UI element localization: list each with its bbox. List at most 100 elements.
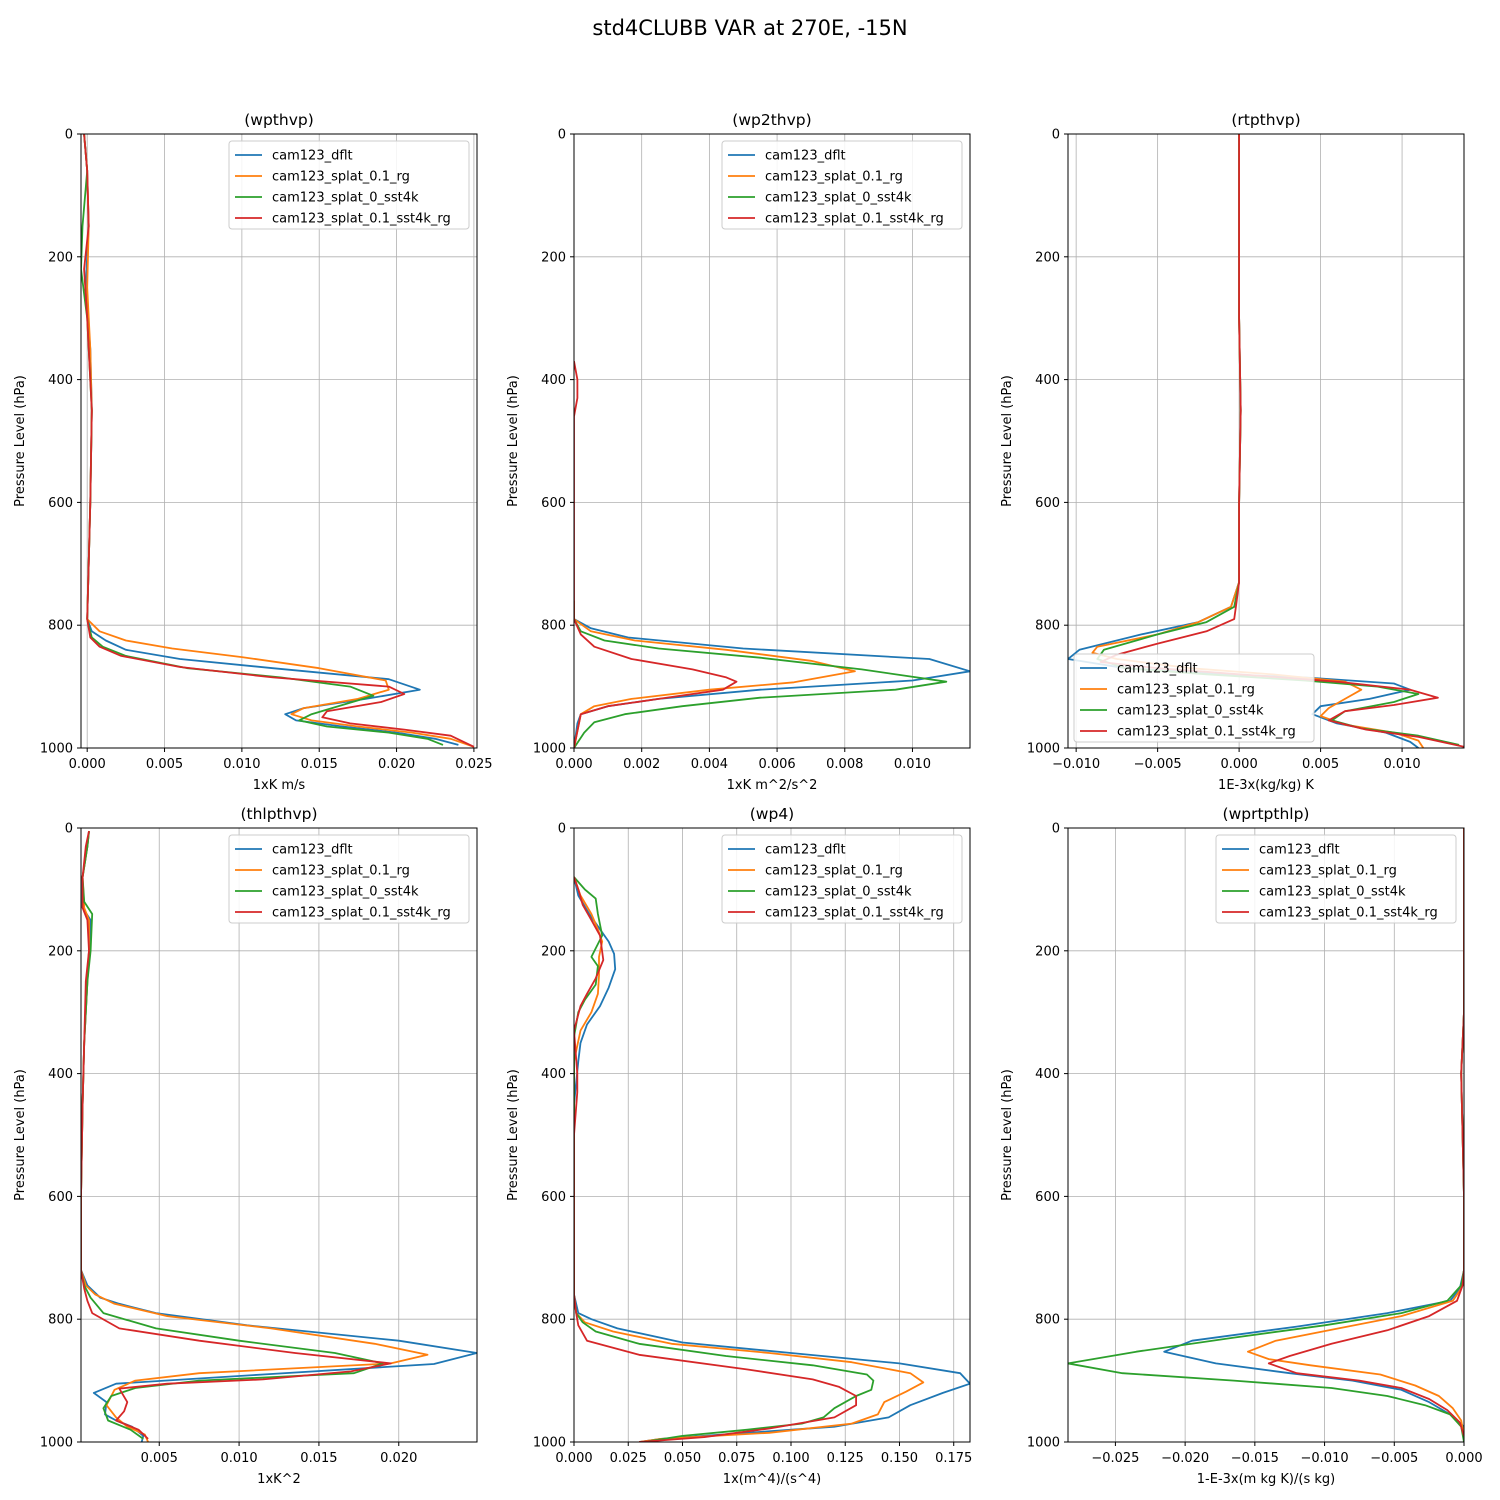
series-line-cam123_splat_0_sst4k [574,600,948,748]
x-axis-label: 1xK^2 [257,1472,301,1487]
x-tick-label: 0.150 [881,1451,918,1466]
legend-label: cam123_splat_0_sst4k [765,885,912,900]
legend-label: cam123_splat_0.1_sst4k_rg [765,906,944,921]
y-tick-label: 800 [1035,619,1060,634]
x-tick-label: 0.010 [894,757,931,772]
y-tick-label: 200 [48,250,73,265]
x-tick-label: 0.008 [826,757,863,772]
subplot-0: 0.000 0.005 0.010 0.015 0.020 0.025 0 200 400 600… [13,111,493,793]
y-tick-label: 400 [1035,373,1060,388]
legend-label: cam123_dflt [272,149,353,164]
series-line-cam123_dflt [574,600,970,748]
legend-label: cam123_splat_0.1_sst4k_rg [272,906,451,921]
x-tick-label: 0.005 [1302,757,1339,772]
subplot-title: (wpthvp) [244,111,314,129]
axes-frame [1067,133,1465,749]
x-tick-label: 0.020 [378,757,415,772]
y-tick-label: 200 [541,250,566,265]
x-axis-label: 1E-3x(kg/kg) K [1218,778,1314,793]
x-tick-label: 0.000 [1221,757,1258,772]
legend-label: cam123_splat_0.1_rg [272,170,410,185]
axes-frame [1067,827,1465,1443]
axes-frame [80,133,478,749]
series-line-cam123_splat_0.1_sst4k_rg [83,134,475,748]
figure-title: std4CLUBB VAR at 270E, -15N [592,16,908,40]
axes-frame [573,133,971,749]
legend-label: cam123_splat_0_sst4k [1259,885,1406,900]
y-tick-label: 600 [48,496,73,511]
legend-label: cam123_splat_0.1_sst4k_rg [1259,906,1438,921]
y-tick-label: 400 [541,373,566,388]
x-tick-label: 0.000 [1445,1451,1482,1466]
x-tick-label: 0.000 [69,757,106,772]
x-tick-label: 0.000 [555,1451,592,1466]
subplot-title: (wprtpthlp) [1223,805,1310,823]
y-tick-label: 600 [48,1190,73,1205]
y-tick-label: 400 [48,1067,73,1082]
series-line-cam123_splat_0.1_rg [574,876,925,1442]
y-tick-label: 800 [541,619,566,634]
legend-label: cam123_splat_0.1_sst4k_rg [272,212,451,227]
y-tick-label: 1000 [1027,1436,1060,1451]
legend-box [228,140,470,230]
legend: cam123_dflt cam123_splat_0.1_rg cam123_spl… [721,834,963,924]
x-tick-label: 0.005 [141,1451,178,1466]
legend-label: cam123_splat_0_sst4k [272,885,419,900]
series-line-cam123_splat_0.1_sst4k_rg [81,830,392,1440]
legend-label: cam123_dflt [1259,843,1340,858]
legend-label: cam123_dflt [1117,662,1198,677]
y-tick-label: 800 [1035,1313,1060,1328]
y-axis-label: Pressure Level (hPa) [506,375,521,507]
y-tick-label: 400 [541,1067,566,1082]
x-axis-label: 1xK m^2/s^2 [727,778,818,793]
x-tick-label: 0.025 [610,1451,647,1466]
x-tick-label: 0.050 [664,1451,701,1466]
legend: cam123_dflt cam123_splat_0.1_rg cam123_spl… [1215,834,1457,924]
legend-box [1215,834,1457,924]
y-tick-label: 200 [1035,944,1060,959]
y-tick-label: 0 [65,128,73,143]
x-tick-label: 0.125 [827,1451,864,1466]
legend-label: cam123_dflt [765,843,846,858]
axes-frame [573,827,971,1443]
legend-box [721,140,963,230]
y-tick-label: 800 [541,1313,566,1328]
x-tick-label: 0.100 [772,1451,809,1466]
x-tick-label: 0.004 [691,757,728,772]
y-axis-label: Pressure Level (hPa) [1000,375,1015,507]
x-tick-label: −0.005 [1370,1451,1418,1466]
x-tick-label: −0.025 [1091,1451,1139,1466]
y-tick-label: 400 [48,373,73,388]
subplot-title: (thlpthvp) [240,805,317,823]
y-tick-label: 1000 [1027,742,1060,757]
series-line-cam123_splat_0.1_rg [574,600,856,748]
legend-box [228,834,470,924]
subplot-title: (rtpthvp) [1231,111,1300,129]
y-tick-label: 600 [1035,496,1060,511]
x-tick-label: 0.015 [300,1451,337,1466]
y-tick-label: 1000 [40,1436,73,1451]
y-tick-label: 600 [1035,1190,1060,1205]
y-tick-label: 0 [65,822,73,837]
legend-label: cam123_dflt [272,843,353,858]
y-tick-label: 0 [1052,128,1060,143]
series-line-cam123_splat_0_sst4k [574,876,875,1442]
subplot-4: 0.000 0.025 0.050 0.075 0.100 0.125 0.150 0.175… [506,805,972,1487]
subplot-3: 0.005 0.010 0.015 0.020 0 200 400 600 800 1000 (th… [13,805,478,1487]
y-tick-label: 600 [541,1190,566,1205]
x-tick-label: 0.006 [758,757,795,772]
y-tick-label: 1000 [40,742,73,757]
y-tick-label: 200 [48,944,73,959]
x-tick-label: −0.015 [1231,1451,1279,1466]
legend-label: cam123_splat_0.1_rg [765,170,903,185]
y-axis-label: Pressure Level (hPa) [13,375,28,507]
x-tick-label: 0.010 [220,1451,257,1466]
x-tick-label: −0.010 [1052,757,1100,772]
subplot-2: −0.010 −0.005 0.000 0.005 0.010 0 200 400 600 800… [1000,111,1465,793]
y-tick-label: 1000 [533,1436,566,1451]
x-tick-label: −0.005 [1134,757,1182,772]
series-line-cam123_splat_0.1_sst4k_rg [1267,828,1464,1437]
legend-label: cam123_splat_0.1_rg [1117,683,1255,698]
x-tick-label: −0.020 [1161,1451,1209,1466]
series-line-cam123_dflt [574,876,970,1442]
